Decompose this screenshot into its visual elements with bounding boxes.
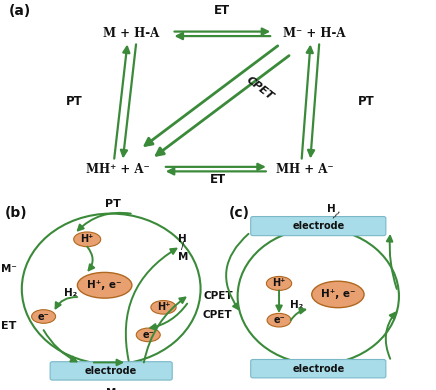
Text: /: / [332, 210, 340, 221]
Ellipse shape [74, 232, 101, 247]
Ellipse shape [136, 328, 160, 342]
Text: PT: PT [106, 199, 121, 209]
Text: ET: ET [215, 4, 230, 17]
Ellipse shape [267, 314, 291, 327]
Text: e⁻: e⁻ [38, 312, 49, 321]
Text: M: M [178, 252, 188, 262]
Text: H: H [327, 204, 336, 214]
Text: H₂: H₂ [290, 300, 303, 310]
FancyBboxPatch shape [251, 360, 386, 378]
Text: H⁺, e⁻: H⁺, e⁻ [320, 289, 355, 300]
Ellipse shape [151, 301, 176, 314]
Ellipse shape [312, 281, 364, 308]
Text: /: / [181, 241, 184, 250]
Text: (b): (b) [5, 206, 28, 220]
Text: electrode: electrode [292, 364, 344, 374]
Text: H₂: H₂ [64, 288, 77, 298]
Text: H: H [178, 234, 187, 244]
Text: PT: PT [66, 95, 83, 108]
Text: M: M [106, 388, 116, 390]
Text: H⁺: H⁺ [157, 302, 170, 312]
Text: M⁻: M⁻ [1, 264, 17, 274]
Text: ET: ET [1, 321, 17, 331]
Ellipse shape [266, 277, 292, 291]
Text: PT: PT [358, 95, 374, 108]
Text: M⁻ + H-A: M⁻ + H-A [283, 27, 345, 40]
FancyBboxPatch shape [50, 362, 172, 380]
Text: (a): (a) [9, 4, 31, 18]
Text: M + H-A: M + H-A [102, 27, 159, 40]
Ellipse shape [78, 272, 132, 298]
Text: H⁺: H⁺ [272, 278, 286, 289]
Text: CPET: CPET [244, 74, 275, 102]
Text: H⁺: H⁺ [81, 234, 94, 244]
Text: ET: ET [210, 173, 226, 186]
Text: e⁻: e⁻ [273, 315, 285, 325]
Text: (c): (c) [229, 206, 250, 220]
Text: electrode: electrode [292, 221, 344, 231]
Text: CPET: CPET [204, 291, 233, 301]
Text: H⁺, e⁻: H⁺, e⁻ [87, 280, 122, 290]
Text: MH⁺ + A⁻: MH⁺ + A⁻ [86, 163, 150, 176]
Ellipse shape [31, 310, 56, 323]
Text: MH + A⁻: MH + A⁻ [276, 163, 334, 176]
FancyBboxPatch shape [251, 216, 386, 236]
Text: CPET: CPET [203, 310, 232, 320]
Text: electrode: electrode [85, 366, 137, 376]
Text: e⁻: e⁻ [143, 330, 154, 340]
